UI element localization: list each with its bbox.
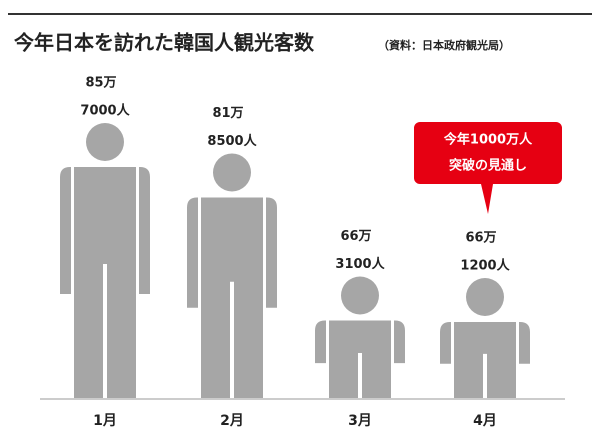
value-label: 3100人 [335, 256, 385, 272]
chart-subtitle: （資料：日本政府観光局） [378, 38, 510, 52]
person-figure [187, 153, 277, 398]
value-label: 1200人 [460, 258, 510, 274]
value-label: 8500人 [207, 133, 257, 149]
value-label: 7000人 [80, 103, 130, 119]
value-label: 85万 [85, 76, 116, 91]
x-tick-label: 2月 [220, 413, 244, 429]
person-figure [440, 278, 530, 398]
callout-box [414, 122, 562, 214]
x-tick-label: 1月 [93, 413, 117, 429]
callout-text: 今年1000万人 [443, 132, 533, 148]
chart-title: 今年日本を訪れた韓国人観光客数 [14, 31, 315, 55]
x-tick-label: 3月 [348, 413, 372, 429]
callout-text: 突破の見通し [449, 158, 527, 174]
person-figure [315, 276, 405, 398]
person-figure [60, 123, 150, 398]
value-label: 66万 [465, 231, 496, 246]
x-tick-label: 4月 [473, 413, 497, 429]
value-label: 81万 [212, 106, 243, 121]
value-label: 66万 [340, 229, 371, 244]
